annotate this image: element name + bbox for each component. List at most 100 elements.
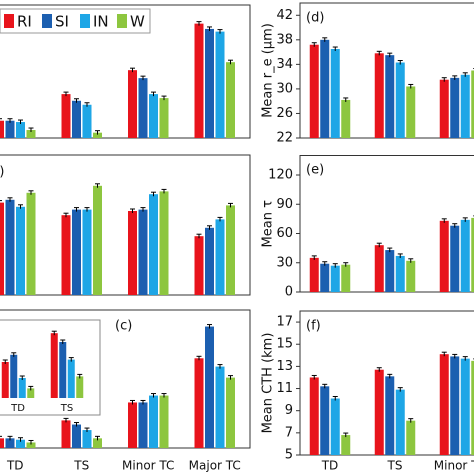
bar [82, 209, 92, 295]
panel-label: (f) [306, 319, 321, 334]
x-tick-label: Major TC [189, 459, 241, 473]
legend-label: SI [55, 13, 69, 31]
bar [50, 333, 58, 398]
bar [341, 435, 351, 455]
panel-label: (d) [306, 11, 324, 26]
bar [320, 386, 330, 455]
bar [385, 55, 395, 139]
bar [205, 28, 214, 138]
bar [320, 263, 330, 292]
bar [72, 209, 81, 295]
panel-frame [0, 309, 251, 449]
bar [0, 202, 4, 295]
y-tick-label: 120 [268, 168, 293, 183]
bar [439, 220, 449, 292]
bar [61, 215, 71, 295]
bar [395, 62, 405, 138]
bar [159, 98, 169, 138]
x-tick-label: Minor TC [122, 459, 174, 473]
bar [76, 376, 84, 398]
bar [471, 360, 474, 455]
legend-label: W [130, 13, 145, 31]
bar [471, 217, 474, 292]
y-axis-label: Mean τ [261, 200, 276, 248]
bar [138, 78, 148, 138]
bar [406, 86, 416, 138]
bar [159, 191, 169, 295]
chart-panel: (b) [0, 154, 251, 296]
y-tick-label: 30 [276, 81, 293, 96]
bar [26, 192, 36, 295]
y-tick-label: 17 [276, 315, 293, 330]
panel-frame [0, 4, 251, 139]
bar [93, 185, 102, 295]
y-axis-label: Mean CTH (km) [261, 333, 276, 434]
panel-frame [0, 154, 251, 296]
bar [450, 225, 460, 292]
bar [341, 99, 351, 138]
bar [5, 199, 15, 295]
bar [16, 206, 25, 295]
bar [439, 354, 449, 455]
bar [18, 378, 26, 398]
y-tick-label: 7 [285, 425, 293, 440]
bar [330, 265, 340, 292]
bar [128, 211, 137, 295]
bar [395, 255, 405, 292]
bar [374, 53, 384, 139]
bar [460, 74, 470, 138]
bar [1, 362, 9, 398]
legend-label: IN [93, 13, 109, 31]
chart-panel: TD TS Minor TC Major TC (c) [0, 309, 251, 473]
panel-label: (c) [115, 319, 132, 334]
y-tick-label: 26 [276, 106, 293, 121]
bar [16, 122, 25, 138]
bar [128, 70, 137, 138]
x-tick-label: TS [60, 403, 73, 414]
bar [205, 326, 214, 448]
y-tick-label: 15 [276, 337, 293, 352]
bar [374, 245, 384, 292]
legend-swatch [42, 14, 52, 28]
bar [59, 342, 67, 398]
bar [93, 132, 102, 138]
bar [385, 250, 395, 292]
bar [61, 420, 71, 448]
chart-panel: RI SI IN W [0, 4, 251, 139]
bar [149, 194, 158, 295]
y-tick-label: 5 [285, 448, 293, 463]
y-tick-label: 11 [276, 381, 293, 396]
panel-frame [299, 310, 474, 456]
y-tick-label: 38 [276, 32, 293, 47]
bar [93, 438, 102, 448]
bar [149, 395, 158, 448]
bar [194, 358, 204, 448]
legend-swatch [4, 14, 14, 28]
chart-panel: TD TS [0, 319, 101, 416]
panel-frame [299, 2, 474, 139]
bar [395, 389, 405, 455]
legend-swatch [80, 14, 90, 28]
bar [406, 260, 416, 292]
y-tick-label: 34 [276, 57, 293, 72]
y-tick-label: 30 [276, 255, 293, 270]
bar [16, 439, 25, 448]
bar [194, 236, 204, 295]
bar [385, 376, 395, 455]
bar [226, 377, 235, 448]
chart-panel: 0 30 60 90 120 Mean τ (e) [261, 155, 474, 300]
bar [215, 31, 225, 139]
bar [450, 77, 460, 138]
bar [138, 402, 148, 448]
bar [159, 395, 169, 448]
y-tick-label: 22 [276, 131, 293, 146]
bar [61, 94, 71, 138]
panel-frame [299, 155, 474, 293]
x-tick-label: TS [73, 459, 89, 473]
bar [406, 420, 416, 455]
panel-label: (b) [0, 165, 4, 180]
bar [67, 359, 75, 398]
